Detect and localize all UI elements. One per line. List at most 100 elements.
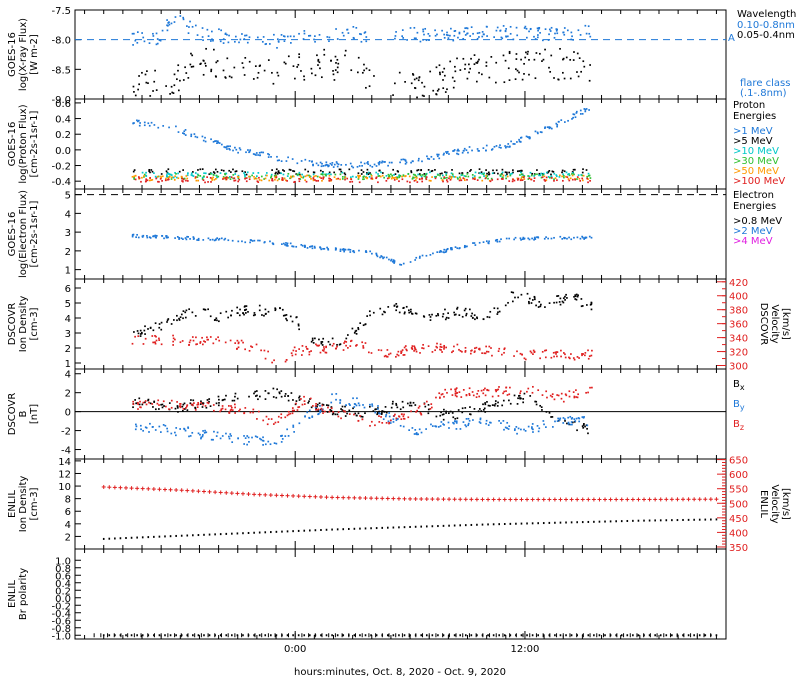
- data-point: [522, 175, 524, 178]
- data-point: [513, 429, 516, 432]
- data-point: [251, 174, 253, 177]
- data-point: [416, 181, 419, 183]
- data-point: [552, 171, 555, 173]
- data-point: [425, 428, 427, 430]
- data-point: [228, 437, 231, 440]
- data-point: [287, 413, 290, 416]
- data-point: [414, 176, 417, 179]
- data-point: [418, 428, 421, 431]
- data-point: [176, 319, 178, 322]
- data-point: [220, 237, 223, 240]
- data-point: [586, 304, 588, 306]
- data-point: [533, 175, 536, 177]
- data-point: [301, 173, 303, 176]
- data-point: [186, 534, 189, 537]
- data-point: [150, 179, 153, 181]
- data-point: [436, 155, 439, 158]
- data-point: [132, 170, 135, 173]
- data-point: [413, 179, 416, 182]
- data-point: [377, 412, 379, 415]
- data-point: [410, 347, 413, 349]
- data-point: [136, 31, 139, 33]
- y-tick-label: 4: [65, 314, 71, 325]
- data-point: [524, 358, 527, 361]
- data-point: [378, 412, 380, 414]
- data-point: [283, 170, 286, 172]
- data-point: [280, 160, 283, 163]
- data-point: [541, 409, 543, 411]
- data-point: [367, 163, 370, 165]
- data-point: [132, 85, 135, 88]
- data-point: [314, 337, 316, 340]
- data-point: [300, 176, 303, 179]
- data-point: [242, 634, 244, 637]
- data-point: [382, 410, 385, 413]
- data-point: [522, 236, 525, 239]
- data-point: [167, 318, 170, 320]
- data-point: [456, 149, 459, 152]
- data-point: [453, 80, 456, 83]
- data-point: [548, 411, 551, 414]
- data-point: [237, 151, 239, 154]
- data-point: [335, 347, 337, 350]
- data-point: [138, 83, 141, 86]
- data-point: [182, 238, 184, 240]
- data-point: [468, 394, 471, 396]
- data-point: [188, 341, 191, 344]
- data-point: [273, 359, 275, 362]
- data-point: [408, 404, 411, 407]
- y-tick-label: -0.6: [51, 616, 71, 627]
- data-point: [513, 394, 516, 397]
- data-point: [398, 526, 400, 529]
- data-point: [114, 537, 116, 540]
- y-axis-label: GOES-16: [7, 122, 18, 167]
- data-point: [217, 395, 220, 398]
- data-point: [189, 238, 191, 240]
- data-point: [417, 407, 420, 409]
- data-point: [258, 239, 261, 242]
- data-point: [218, 398, 220, 401]
- y-tick-label: 1.0: [55, 556, 71, 567]
- data-point: [401, 35, 404, 38]
- data-point: [245, 34, 248, 37]
- data-point: [166, 236, 168, 239]
- data-point: [329, 162, 332, 165]
- data-point: [466, 32, 468, 35]
- data-point: [470, 169, 472, 171]
- data-point: [202, 73, 205, 76]
- data-point: [445, 410, 448, 413]
- data-point: [319, 67, 321, 70]
- data-point: [258, 304, 261, 307]
- data-point: [572, 116, 575, 119]
- data-point: [385, 421, 388, 424]
- data-point: [331, 413, 334, 416]
- data-point: [507, 67, 510, 70]
- data-point: [582, 353, 585, 355]
- x-tick-label: 12:00: [511, 644, 540, 655]
- data-point: [528, 302, 530, 305]
- data-point: [404, 175, 406, 178]
- data-point: [393, 177, 396, 179]
- data-point: [283, 61, 286, 64]
- data-point: [204, 429, 206, 432]
- data-point: [227, 316, 230, 319]
- data-point: [317, 344, 319, 347]
- data-point: [575, 298, 578, 301]
- data-point: [504, 146, 507, 149]
- data-point: [230, 435, 232, 437]
- data-point: [172, 337, 175, 340]
- data-point: [316, 405, 318, 408]
- data-point: [196, 406, 199, 409]
- data-point: [508, 50, 511, 53]
- data-point: [263, 314, 265, 317]
- data-point: [203, 634, 205, 637]
- data-point: [320, 248, 323, 251]
- data-point: [519, 397, 522, 400]
- data-point: [285, 317, 287, 320]
- data-point: [564, 237, 566, 239]
- data-point: [175, 434, 177, 437]
- data-point: [422, 347, 425, 350]
- data-point: [276, 71, 279, 74]
- data-point: [170, 406, 173, 409]
- data-point: [229, 176, 231, 178]
